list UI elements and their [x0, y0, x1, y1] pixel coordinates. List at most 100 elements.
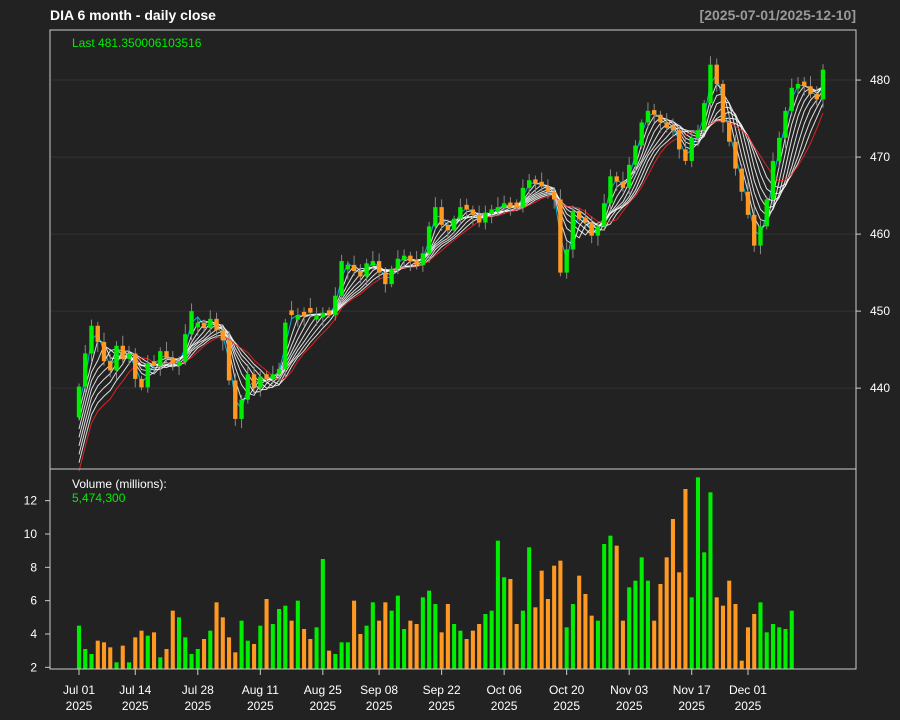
- candle-body: [677, 130, 682, 150]
- volume-bar: [733, 604, 738, 669]
- volume-bar: [739, 660, 744, 669]
- candle-body: [814, 93, 819, 100]
- candle-body: [126, 353, 132, 359]
- volume-bar: [314, 627, 319, 669]
- candle-body: [176, 361, 182, 366]
- candle-body: [802, 81, 807, 87]
- price-tick-label: 470: [870, 150, 890, 164]
- volume-bar: [658, 584, 663, 669]
- date-tick-year: 2025: [491, 699, 518, 713]
- volume-bar: [289, 620, 294, 669]
- volume-bar: [89, 654, 94, 669]
- candle-body: [595, 226, 601, 236]
- candle-body: [451, 218, 457, 231]
- candle-body: [645, 110, 651, 123]
- volume-bar: [789, 610, 794, 669]
- candle-body: [720, 83, 726, 123]
- volume-bar: [427, 590, 432, 669]
- candle-body: [608, 176, 613, 204]
- volume-bar: [295, 600, 300, 669]
- candlesticks: [76, 56, 826, 429]
- candle-body: [208, 318, 213, 329]
- date-tick-year: 2025: [428, 699, 455, 713]
- volume-bar: [202, 639, 207, 669]
- candle-body: [752, 214, 757, 246]
- candle-body: [283, 322, 288, 369]
- date-tick-label: Sep 08: [360, 683, 398, 697]
- volume-bar: [508, 579, 513, 669]
- date-tick-year: 2025: [366, 699, 393, 713]
- candle-body: [714, 64, 719, 84]
- volume-bar: [645, 580, 650, 669]
- candle-body: [351, 264, 357, 272]
- volume-bar: [395, 595, 400, 669]
- volume-bar: [533, 607, 538, 669]
- candle-body: [758, 226, 763, 246]
- volume-bar: [270, 624, 275, 669]
- candle-body: [545, 186, 551, 192]
- volume-bar: [627, 587, 632, 669]
- volume-label: Volume (millions):: [72, 477, 167, 491]
- candle-body: [395, 258, 401, 269]
- candle-body: [789, 87, 794, 111]
- date-tick-year: 2025: [616, 699, 643, 713]
- date-tick-label: Sep 22: [423, 683, 461, 697]
- candle-body: [626, 164, 632, 188]
- candle-body: [239, 399, 244, 419]
- candle-body: [476, 214, 482, 223]
- date-tick-year: 2025: [678, 699, 705, 713]
- volume-bar: [689, 597, 694, 669]
- candle-body: [76, 386, 82, 418]
- volume-tick-label: 8: [30, 560, 37, 574]
- volume-bar: [195, 649, 200, 669]
- volume-bar: [620, 620, 625, 669]
- ma-line-6: [78, 86, 824, 438]
- chart-title: DIA 6 month - daily close: [50, 7, 216, 23]
- date-axis: Jul 01 2025 Jul 14 2025 Jul 28 2025 Aug 11 2025…: [50, 668, 856, 713]
- volume-bar: [552, 565, 557, 669]
- candle-body: [295, 314, 301, 320]
- candle-body: [83, 353, 88, 387]
- candle-body: [201, 322, 207, 329]
- volume-bar: [470, 630, 475, 669]
- volume-bar: [383, 602, 388, 669]
- candle-body: [520, 187, 526, 208]
- volume-bar: [208, 630, 213, 669]
- candle-body: [233, 380, 238, 419]
- candle-body: [533, 179, 538, 185]
- volume-bar: [364, 625, 369, 669]
- volume-bar: [277, 609, 282, 669]
- volume-bar: [602, 544, 607, 669]
- candle-body: [276, 368, 282, 375]
- volume-bar: [414, 624, 419, 669]
- volume-tick-label: 12: [24, 494, 38, 508]
- volume-bar: [577, 575, 582, 669]
- price-tick-label: 460: [870, 227, 890, 241]
- volume-bar: [495, 540, 500, 669]
- candle-body: [414, 260, 419, 265]
- last-price-label: Last 481.350006103516: [72, 36, 202, 50]
- candle-body: [558, 199, 563, 273]
- volume-bar: [177, 617, 182, 669]
- date-tick-label: Jul 14: [119, 683, 151, 697]
- candle-body: [551, 191, 557, 200]
- volume-bar: [752, 614, 757, 669]
- candle-body: [270, 374, 276, 379]
- volume-bar: [745, 627, 751, 669]
- candle-body: [251, 374, 257, 389]
- volume-bar: [389, 610, 394, 669]
- candle-body: [495, 207, 501, 212]
- volume-bar: [783, 629, 788, 669]
- candle-body: [745, 191, 751, 215]
- volume-bar: [120, 645, 125, 669]
- price-panel: 440 450 460 470 480 Last 481.350006103516: [49, 29, 890, 472]
- date-tick-year: 2025: [553, 699, 580, 713]
- volume-bar: [233, 652, 238, 669]
- volume-bar: [677, 572, 682, 669]
- volume-bar: [170, 610, 175, 669]
- candle-body: [314, 314, 319, 320]
- candle-body: [108, 361, 113, 371]
- candle-body: [664, 122, 669, 128]
- date-tick-year: 2025: [247, 699, 274, 713]
- price-tick-label: 480: [870, 73, 890, 87]
